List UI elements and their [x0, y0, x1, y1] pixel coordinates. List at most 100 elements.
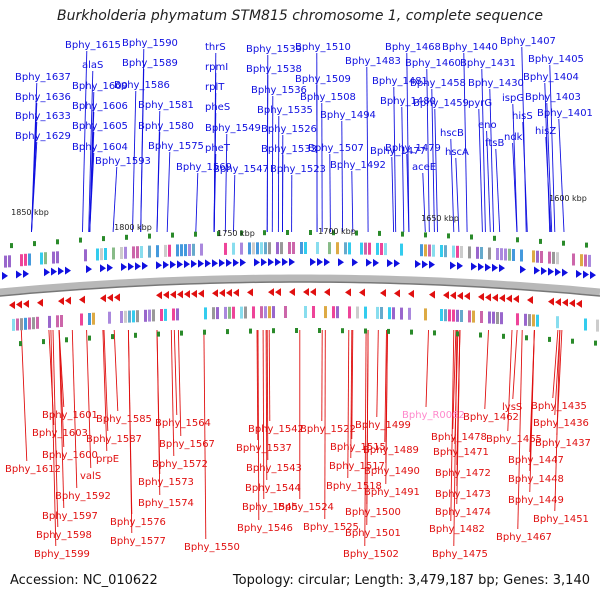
feature-block-forward: [176, 244, 179, 257]
label-connector-line: [478, 108, 483, 233]
gene-label: Bphy_1609: [72, 81, 128, 92]
feature-block-reverse: [408, 307, 411, 320]
reverse-gene-arrow: [114, 293, 120, 302]
gene-label: pyrG: [468, 98, 492, 109]
gene-label: Bphy_1523: [270, 164, 326, 175]
gene-label: Bphy_1606: [72, 101, 128, 112]
label-connector-line: [393, 86, 397, 233]
label-connector-line: [86, 329, 92, 469]
feature-block-forward: [468, 246, 471, 259]
gene-label: Bphy_1430: [468, 78, 524, 89]
gene-label: Bphy_1577: [110, 536, 166, 547]
feature-block-reverse: [148, 309, 151, 322]
forward-gene-arrow: [583, 270, 589, 279]
reverse-gene-arrow: [513, 295, 519, 304]
gene-label: Bphy_1603: [32, 428, 88, 439]
gene-label: Bphy_1471: [433, 447, 489, 458]
feature-block-reverse: [468, 310, 471, 323]
gene-label: Bphy_1515: [330, 442, 386, 453]
feature-block-forward: [20, 254, 23, 267]
feature-block-forward: [580, 254, 583, 267]
forward-gene-arrow: [184, 260, 190, 269]
feature-block-forward: [536, 250, 539, 263]
feature-block-forward: [452, 245, 455, 258]
gene-label: Bphy_1580: [138, 121, 194, 132]
marker-bottom: [502, 333, 505, 339]
gene-label: Bphy_1572: [152, 459, 208, 470]
label-connector-line: [450, 329, 455, 522]
gene-label: Bphy_1407: [500, 36, 556, 47]
forward-gene-arrow: [240, 258, 246, 267]
label-connector-line: [376, 329, 379, 418]
reverse-gene-arrow: [198, 289, 204, 298]
label-connector-line: [521, 46, 527, 233]
marker-top: [79, 237, 82, 243]
forward-gene-arrow: [478, 262, 484, 271]
forward-gene-arrow: [16, 270, 22, 279]
feature-block-forward: [112, 247, 115, 260]
marker-bottom: [318, 328, 321, 333]
feature-track-group: [0, 230, 600, 347]
gene-label: Bphy_1492: [330, 160, 386, 171]
gene-label: Bphy_1605: [72, 121, 128, 132]
gene-label: Bphy_1636: [15, 92, 71, 103]
label-connector-line: [450, 138, 455, 233]
marker-bottom: [571, 338, 574, 344]
reverse-gene-arrow: [499, 294, 505, 303]
forward-gene-arrow: [373, 258, 379, 267]
label-connector-line: [391, 156, 395, 233]
feature-block-reverse: [172, 308, 175, 321]
label-connector-line: [82, 50, 88, 233]
reverse-gene-arrow: [429, 290, 435, 299]
label-connector-line: [366, 66, 369, 233]
feature-block-reverse: [380, 307, 383, 319]
gene-label: alaS: [82, 60, 103, 71]
label-connector-line: [213, 153, 217, 233]
label-connector-line: [546, 102, 553, 233]
feature-block-reverse: [260, 306, 263, 319]
feature-block-reverse: [48, 315, 51, 328]
marker-top: [493, 235, 496, 241]
label-connector-line: [364, 329, 367, 547]
gene-label: Bphy_1581: [138, 100, 194, 111]
feature-block-forward: [548, 251, 551, 264]
feature-block-reverse: [252, 306, 255, 319]
feature-block-reverse: [456, 309, 459, 322]
marker-bottom: [88, 335, 91, 341]
gene-label: Bphy_1468: [385, 42, 441, 53]
feature-block-forward: [56, 251, 59, 264]
label-connector-line: [431, 88, 435, 233]
reverse-gene-arrow: [156, 291, 162, 300]
label-connector-line: [140, 68, 145, 233]
feature-block-forward: [52, 251, 55, 264]
feature-block-forward: [248, 242, 251, 255]
feature-block-reverse: [120, 311, 123, 323]
forward-gene-arrow: [212, 259, 218, 268]
gene-label: Bphy_1465: [486, 434, 542, 445]
feature-block-reverse: [452, 309, 455, 322]
label-connector-line: [406, 52, 410, 233]
marker-top: [217, 231, 220, 237]
label-connector-line: [102, 329, 108, 452]
gene-label: Bphy_1483: [345, 56, 401, 67]
marker-top: [539, 238, 542, 244]
forward-gene-arrow: [338, 258, 344, 267]
feature-block-forward: [192, 243, 195, 256]
reverse-gene-arrow: [100, 294, 106, 303]
reverse-gene-arrow: [289, 288, 295, 297]
gene-label: Bphy_1467: [496, 532, 552, 543]
gene-label: Bphy_1633: [15, 111, 71, 122]
marker-bottom: [19, 341, 22, 347]
feature-block-forward: [556, 252, 559, 265]
feature-block-reverse: [444, 309, 447, 322]
forward-gene-arrow: [429, 260, 435, 269]
feature-block-forward: [480, 247, 483, 259]
gene-label: Bphy_1462: [463, 412, 519, 423]
gene-label: Bphy_1518: [326, 481, 382, 492]
label-connector-line: [262, 329, 265, 500]
label-connector-line: [52, 329, 59, 528]
gene-label: Bphy_1405: [528, 54, 584, 65]
reverse-gene-arrow: [107, 293, 113, 302]
